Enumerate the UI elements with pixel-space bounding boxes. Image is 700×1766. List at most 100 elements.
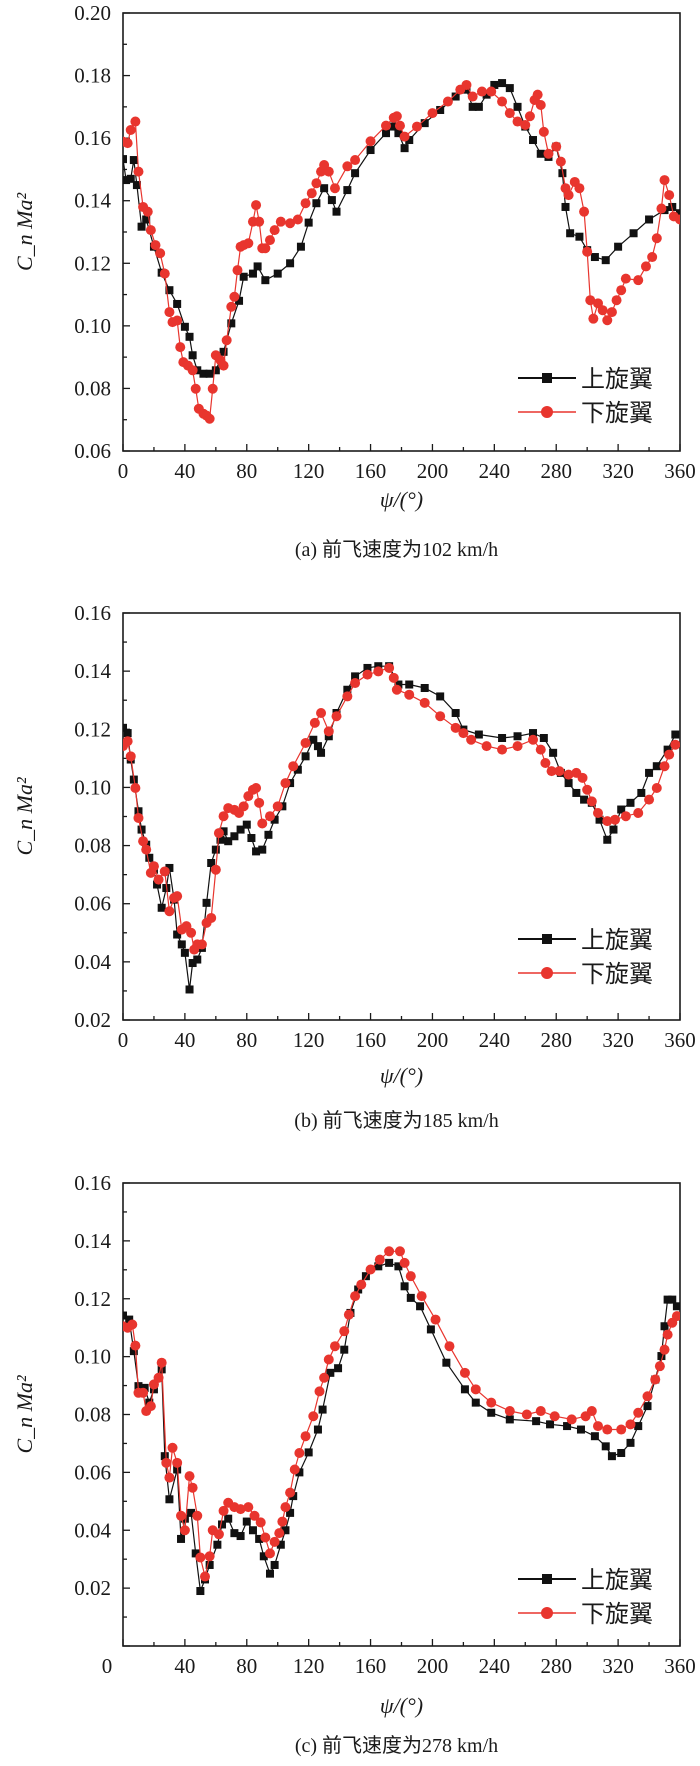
x-tick-label: 160 — [355, 1654, 387, 1678]
chart-a: 0 40 80 120 160 200 240 280 320 360 0.06 0.08 0.10 0.… — [12, 1, 696, 561]
data-point-circle — [651, 233, 662, 244]
data-point-square — [185, 985, 194, 994]
data-point-square — [490, 80, 499, 89]
data-point-circle — [535, 99, 546, 110]
data-point-circle — [356, 1279, 367, 1290]
data-point-square — [400, 1282, 409, 1291]
data-point-square — [385, 1258, 394, 1267]
data-point-square — [293, 765, 302, 774]
data-point-square — [374, 662, 383, 671]
data-point-circle — [206, 912, 217, 923]
data-point-circle — [329, 1341, 340, 1352]
data-point-circle — [497, 96, 508, 107]
data-point-circle — [274, 1528, 285, 1539]
data-point-circle — [192, 1510, 203, 1521]
data-point-circle — [654, 1361, 665, 1372]
series-line — [123, 1250, 678, 1577]
data-point-square — [482, 90, 491, 99]
data-point-circle — [123, 736, 133, 747]
x-tick-label: 280 — [540, 1654, 572, 1678]
data-point-square — [239, 272, 248, 281]
data-point-circle — [521, 1409, 532, 1420]
data-point-square — [286, 1508, 295, 1517]
data-point-circle — [535, 1406, 546, 1417]
data-point-square — [626, 1438, 635, 1447]
x-tick-label: 80 — [236, 1654, 257, 1678]
series-lower-rotor — [123, 79, 680, 424]
data-point-circle — [213, 828, 224, 839]
legend-label: 上旋翼 — [581, 1567, 653, 1594]
data-point-circle — [167, 1442, 178, 1453]
data-point-circle — [172, 315, 183, 326]
y-tick-label: 0.14 — [74, 659, 111, 683]
data-point-circle — [538, 126, 549, 137]
data-point-circle — [260, 243, 271, 254]
data-point-square — [247, 834, 256, 843]
data-point-circle — [675, 214, 680, 225]
y-tick-label: 0.18 — [74, 64, 111, 88]
data-point-square — [536, 149, 545, 158]
data-point-circle — [125, 751, 136, 762]
data-point-circle — [130, 1340, 141, 1351]
data-point-circle — [549, 1411, 560, 1422]
legend-marker-square — [542, 934, 552, 944]
data-point-square — [207, 859, 216, 868]
data-point-square — [566, 229, 575, 238]
data-point-circle — [142, 206, 153, 217]
data-point-circle — [159, 866, 170, 877]
data-point-circle — [254, 797, 265, 808]
data-point-square — [471, 1398, 480, 1407]
data-point-circle — [130, 783, 141, 794]
data-point-circle — [391, 111, 402, 122]
data-point-square — [474, 102, 483, 111]
series-lower-rotor — [123, 662, 680, 955]
data-point-square — [363, 663, 372, 672]
data-point-square — [252, 847, 261, 856]
legend-label: 下旋翼 — [581, 400, 653, 427]
data-point-square — [637, 788, 646, 797]
x-axis-title: ψ/(°) — [380, 1063, 423, 1088]
data-point-square — [487, 1408, 496, 1417]
data-point-circle — [221, 335, 232, 346]
data-point-circle — [172, 891, 183, 902]
legend-marker-square — [542, 373, 552, 383]
data-point-circle — [476, 86, 487, 97]
data-point-circle — [362, 669, 373, 680]
legend-marker-circle — [541, 967, 553, 979]
data-point-circle — [294, 1447, 305, 1458]
data-point-square — [188, 959, 197, 968]
data-point-square — [281, 1526, 290, 1535]
data-point-circle — [391, 684, 402, 695]
data-point-square — [532, 1417, 541, 1426]
data-point-square — [564, 779, 573, 788]
data-point-circle — [251, 783, 262, 794]
data-point-circle — [566, 1414, 577, 1425]
data-point-square — [312, 199, 321, 208]
x-tick-label: 360 — [664, 1028, 696, 1052]
y-tick-label: 0.12 — [74, 251, 111, 275]
x-tick-label: 280 — [540, 1028, 572, 1052]
data-point-circle — [175, 342, 186, 353]
data-point-circle — [235, 1504, 246, 1515]
data-point-circle — [520, 120, 531, 131]
data-point-square — [264, 830, 273, 839]
data-point-circle — [213, 1529, 224, 1540]
x-tick-label: 360 — [664, 1654, 696, 1678]
data-point-square — [213, 1540, 222, 1549]
data-point-circle — [586, 1406, 597, 1417]
data-point-square — [236, 1532, 245, 1541]
data-point-circle — [272, 801, 283, 812]
data-point-square — [351, 169, 360, 178]
data-point-square — [513, 732, 522, 741]
data-point-square — [327, 196, 336, 205]
data-point-circle — [592, 808, 603, 819]
data-point-circle — [323, 166, 334, 177]
data-point-circle — [292, 214, 303, 225]
data-point-circle — [264, 811, 275, 822]
data-point-circle — [554, 766, 565, 777]
chart-c: 0 40 80 120 160 200 240 280 320 360 0.02 0.04 0.06 0.… — [12, 1171, 696, 1757]
data-point-circle — [200, 1571, 211, 1582]
data-point-circle — [138, 836, 149, 847]
legend-label: 上旋翼 — [581, 927, 653, 954]
data-point-square — [505, 84, 514, 93]
